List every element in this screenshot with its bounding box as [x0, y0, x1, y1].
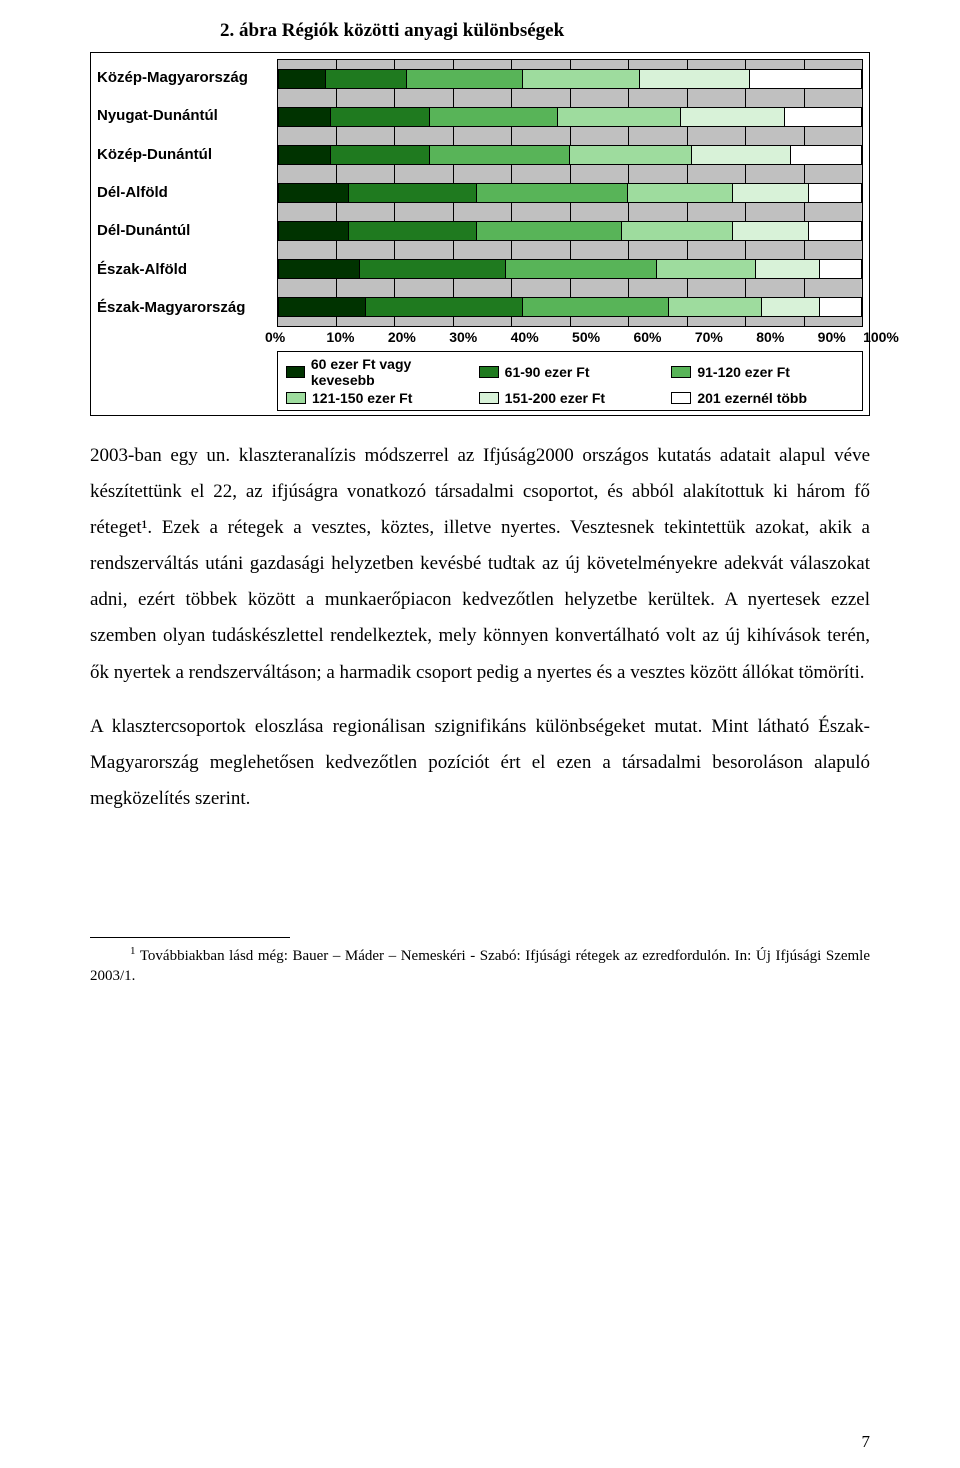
bar-segment: [349, 184, 477, 202]
bar-segment: [477, 184, 628, 202]
category-label: Észak-Alföld: [97, 251, 271, 289]
bar-segment: [791, 146, 861, 164]
category-label: Dél-Alföld: [97, 174, 271, 212]
bar-segment: [349, 222, 477, 240]
bar-segment: [809, 222, 861, 240]
chart-title: 2. ábra Régiók közötti anyagi különbsége…: [220, 20, 870, 42]
footnote-separator: [90, 937, 290, 938]
legend-item: 91-120 ezer Ft: [671, 356, 854, 388]
bar-segment: [628, 184, 733, 202]
bar-segment: [809, 184, 861, 202]
bar-segment: [692, 146, 791, 164]
bar-row: [278, 60, 862, 98]
bar-segment: [669, 298, 762, 316]
bar-segment: [750, 70, 861, 88]
stacked-bar: [278, 69, 862, 89]
legend-swatch: [479, 392, 499, 404]
bar-segment: [279, 298, 366, 316]
stacked-bar: [278, 183, 862, 203]
bar-segment: [366, 298, 523, 316]
bar-segment: [640, 70, 751, 88]
bar-segment: [430, 146, 570, 164]
bar-segment: [733, 184, 809, 202]
bar-row: [278, 212, 862, 250]
legend-swatch: [671, 366, 691, 378]
legend-item: 61-90 ezer Ft: [479, 356, 662, 388]
footnote-text: Továbbiakban lásd még: Bauer – Máder – N…: [90, 948, 870, 984]
bar-segment: [820, 260, 861, 278]
legend-swatch: [671, 392, 691, 404]
bar-segment: [756, 260, 820, 278]
bar-row: [278, 98, 862, 136]
bar-segment: [407, 70, 523, 88]
bar-segment: [558, 108, 680, 126]
category-label: Nyugat-Dunántúl: [97, 97, 271, 135]
stacked-bar: [278, 145, 862, 165]
bar-row: [278, 136, 862, 174]
legend-swatch: [479, 366, 499, 378]
legend-label: 121-150 ezer Ft: [312, 390, 412, 406]
stacked-bar: [278, 259, 862, 279]
bar-segment: [657, 260, 756, 278]
bar-segment: [570, 146, 692, 164]
legend-swatch: [286, 392, 306, 404]
bar-segment: [279, 222, 349, 240]
page-number: 7: [862, 1432, 871, 1452]
legend-label: 60 ezer Ft vagy kevesebb: [311, 356, 469, 388]
bar-segment: [279, 70, 326, 88]
y-axis-labels: Közép-MagyarországNyugat-DunántúlKözép-D…: [97, 59, 277, 327]
bar-row: [278, 288, 862, 326]
bar-row: [278, 174, 862, 212]
stacked-bar: [278, 297, 862, 317]
plot-area: [277, 59, 863, 327]
bar-segment: [360, 260, 506, 278]
bar-segment: [762, 298, 820, 316]
legend-label: 91-120 ezer Ft: [697, 364, 790, 380]
legend-item: 201 ezernél több: [671, 390, 854, 406]
paragraph-2: A klasztercsoportok eloszlása regionális…: [90, 709, 870, 817]
bar-segment: [820, 298, 861, 316]
bar-segment: [331, 108, 430, 126]
bar-segment: [326, 70, 407, 88]
stacked-bar: [278, 107, 862, 127]
category-label: Dél-Dunántúl: [97, 212, 271, 250]
category-label: Közép-Dunántúl: [97, 136, 271, 174]
legend-item: 121-150 ezer Ft: [286, 390, 469, 406]
x-axis: 0%10%20%30%40%50%60%70%80%90%100%: [97, 329, 863, 345]
bar-segment: [279, 184, 349, 202]
legend-label: 61-90 ezer Ft: [505, 364, 590, 380]
bar-segment: [331, 146, 430, 164]
stacked-bar: [278, 221, 862, 241]
legend-swatch: [286, 366, 305, 378]
bar-segment: [681, 108, 786, 126]
bar-segment: [733, 222, 809, 240]
bar-row: [278, 250, 862, 288]
bar-segment: [523, 70, 639, 88]
bar-segment: [523, 298, 669, 316]
bar-segment: [279, 108, 331, 126]
legend-label: 151-200 ezer Ft: [505, 390, 605, 406]
chart-container: Közép-MagyarországNyugat-DunántúlKözép-D…: [90, 52, 870, 416]
bar-segment: [622, 222, 733, 240]
bar-segment: [506, 260, 657, 278]
bar-segment: [279, 260, 360, 278]
legend-item: 60 ezer Ft vagy kevesebb: [286, 356, 469, 388]
bar-segment: [477, 222, 623, 240]
bar-segment: [785, 108, 861, 126]
legend-item: 151-200 ezer Ft: [479, 390, 662, 406]
footnote: 1 Továbbiakban lásd még: Bauer – Máder –…: [90, 944, 870, 987]
bar-segment: [430, 108, 558, 126]
bar-segment: [279, 146, 331, 164]
category-label: Közép-Magyarország: [97, 59, 271, 97]
legend-label: 201 ezernél több: [697, 390, 807, 406]
category-label: Észak-Magyarország: [97, 289, 271, 327]
footnote-marker: 1: [130, 945, 136, 957]
paragraph-1: 2003-ban egy un. klaszteranalízis módsze…: [90, 438, 870, 691]
bar-rows: [278, 60, 862, 326]
legend: 60 ezer Ft vagy kevesebb 61-90 ezer Ft 91-…: [277, 351, 863, 411]
